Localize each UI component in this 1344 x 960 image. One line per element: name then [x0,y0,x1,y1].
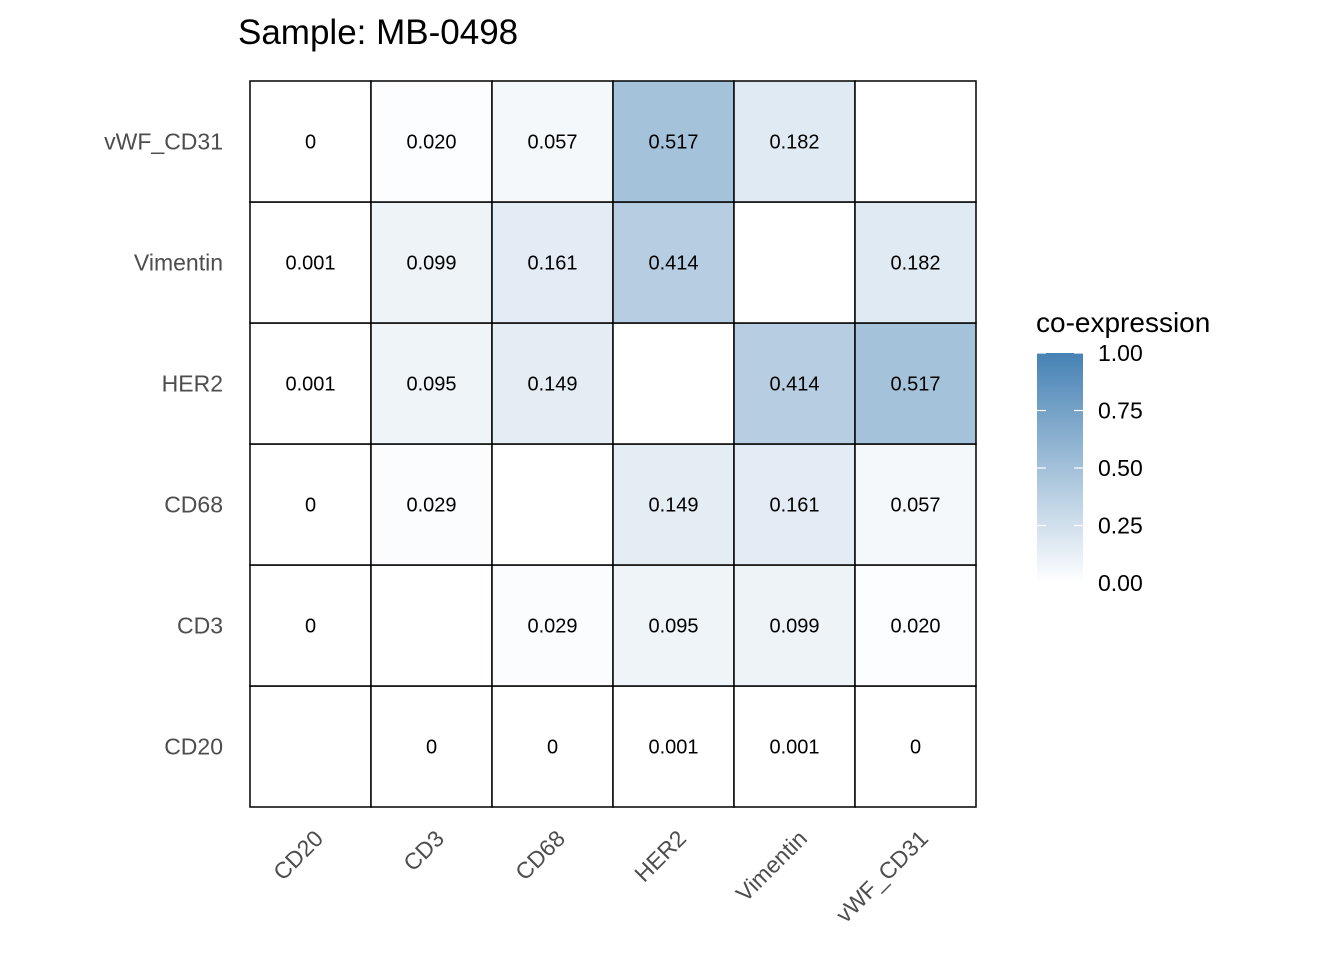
heatmap-cell [249,322,372,445]
heatmap-cell [491,443,614,566]
heatmap-cell [491,322,614,445]
heatmap-cells: 0 0 0.001 0.001 0 0 0.029 0.095 0.099 0.020 0 0.029… [249,80,977,808]
heatmap-cell [370,322,493,445]
x-tick-label: CD20 [268,825,328,885]
x-axis-labels: CD20 CD3 CD68 HER2 Vimentin vWF_CD31 [268,825,933,927]
heatmap-cell [249,685,372,808]
heatmap-cell [733,322,856,445]
chart-title: Sample: MB-0498 [238,13,518,52]
y-axis-labels: CD20 CD3 CD68 HER2 Vimentin vWF_CD31 [104,129,223,760]
heatmap-cell [733,685,856,808]
cell-label: 0 [910,737,921,759]
cell-label: 0.517 [648,132,698,154]
heatmap-cell [491,564,614,687]
legend-tick-label: 0.00 [1098,570,1143,596]
cell-label: 0.095 [648,616,698,638]
heatmap-cell [854,685,977,808]
x-tick-label: HER2 [629,825,691,887]
heatmap-cell [854,201,977,324]
x-tick-label: vWF_CD31 [831,825,933,927]
cell-label: 0.099 [406,253,456,275]
legend-tick-label: 1.00 [1098,340,1143,366]
heatmap-cell [249,564,372,687]
cell-label: 0.161 [527,253,577,275]
cell-label: 0 [426,737,437,759]
cell-label: 0.414 [769,374,819,396]
y-tick-label: Vimentin [134,250,223,276]
cell-label: 0.182 [890,253,940,275]
heatmap-cell [733,201,856,324]
heatmap-cell [612,322,735,445]
heatmap-cell [612,443,735,566]
cell-label: 0.020 [890,616,940,638]
legend: co-expression 1.00 0.75 0.50 0.25 0.00 [1036,307,1210,596]
heatmap-cell [733,564,856,687]
cell-label: 0 [305,616,316,638]
cell-label: 0.029 [527,616,577,638]
cell-label: 0.029 [406,495,456,517]
y-tick-label: CD20 [164,734,223,760]
legend-tick-label: 0.25 [1098,513,1143,539]
cell-label: 0.057 [890,495,940,517]
cell-label: 0.161 [769,495,819,517]
heatmap-cell [370,685,493,808]
cell-label: 0.149 [648,495,698,517]
heatmap-cell [491,80,614,203]
x-tick-label: CD68 [510,825,570,885]
cell-label: 0 [547,737,558,759]
heatmap-cell [612,564,735,687]
cell-label: 0.414 [648,253,698,275]
heatmap-cell [249,201,372,324]
x-tick-label: Vimentin [731,825,812,906]
cell-label: 0 [305,495,316,517]
cell-label: 0.057 [527,132,577,154]
heatmap-cell [491,685,614,808]
y-tick-label: HER2 [162,371,223,397]
cell-label: 0.099 [769,616,819,638]
legend-title: co-expression [1036,307,1210,338]
legend-tick-label: 0.75 [1098,398,1143,424]
cell-label: 0.001 [648,737,698,759]
cell-label: 0.001 [769,737,819,759]
heatmap-cell [854,80,977,203]
y-tick-label: CD3 [177,613,223,639]
cell-label: 0.517 [890,374,940,396]
heatmap-cell [370,564,493,687]
cell-label: 0.020 [406,132,456,154]
cell-label: 0.149 [527,374,577,396]
x-tick-label: CD3 [398,825,449,876]
cell-label: 0.001 [285,374,335,396]
y-tick-label: CD68 [164,492,223,518]
cell-label: 0.001 [285,253,335,275]
heatmap-cell [854,564,977,687]
heatmap-cell [854,443,977,566]
cell-label: 0.182 [769,132,819,154]
heatmap-cell [370,80,493,203]
heatmap-cell [491,201,614,324]
cell-label: 0 [305,132,316,154]
y-tick-label: vWF_CD31 [104,129,223,155]
heatmap-cell [370,443,493,566]
heatmap-cell [612,80,735,203]
heatmap-cell [854,322,977,445]
cell-label: 0.095 [406,374,456,396]
legend-tick-label: 0.50 [1098,455,1143,481]
